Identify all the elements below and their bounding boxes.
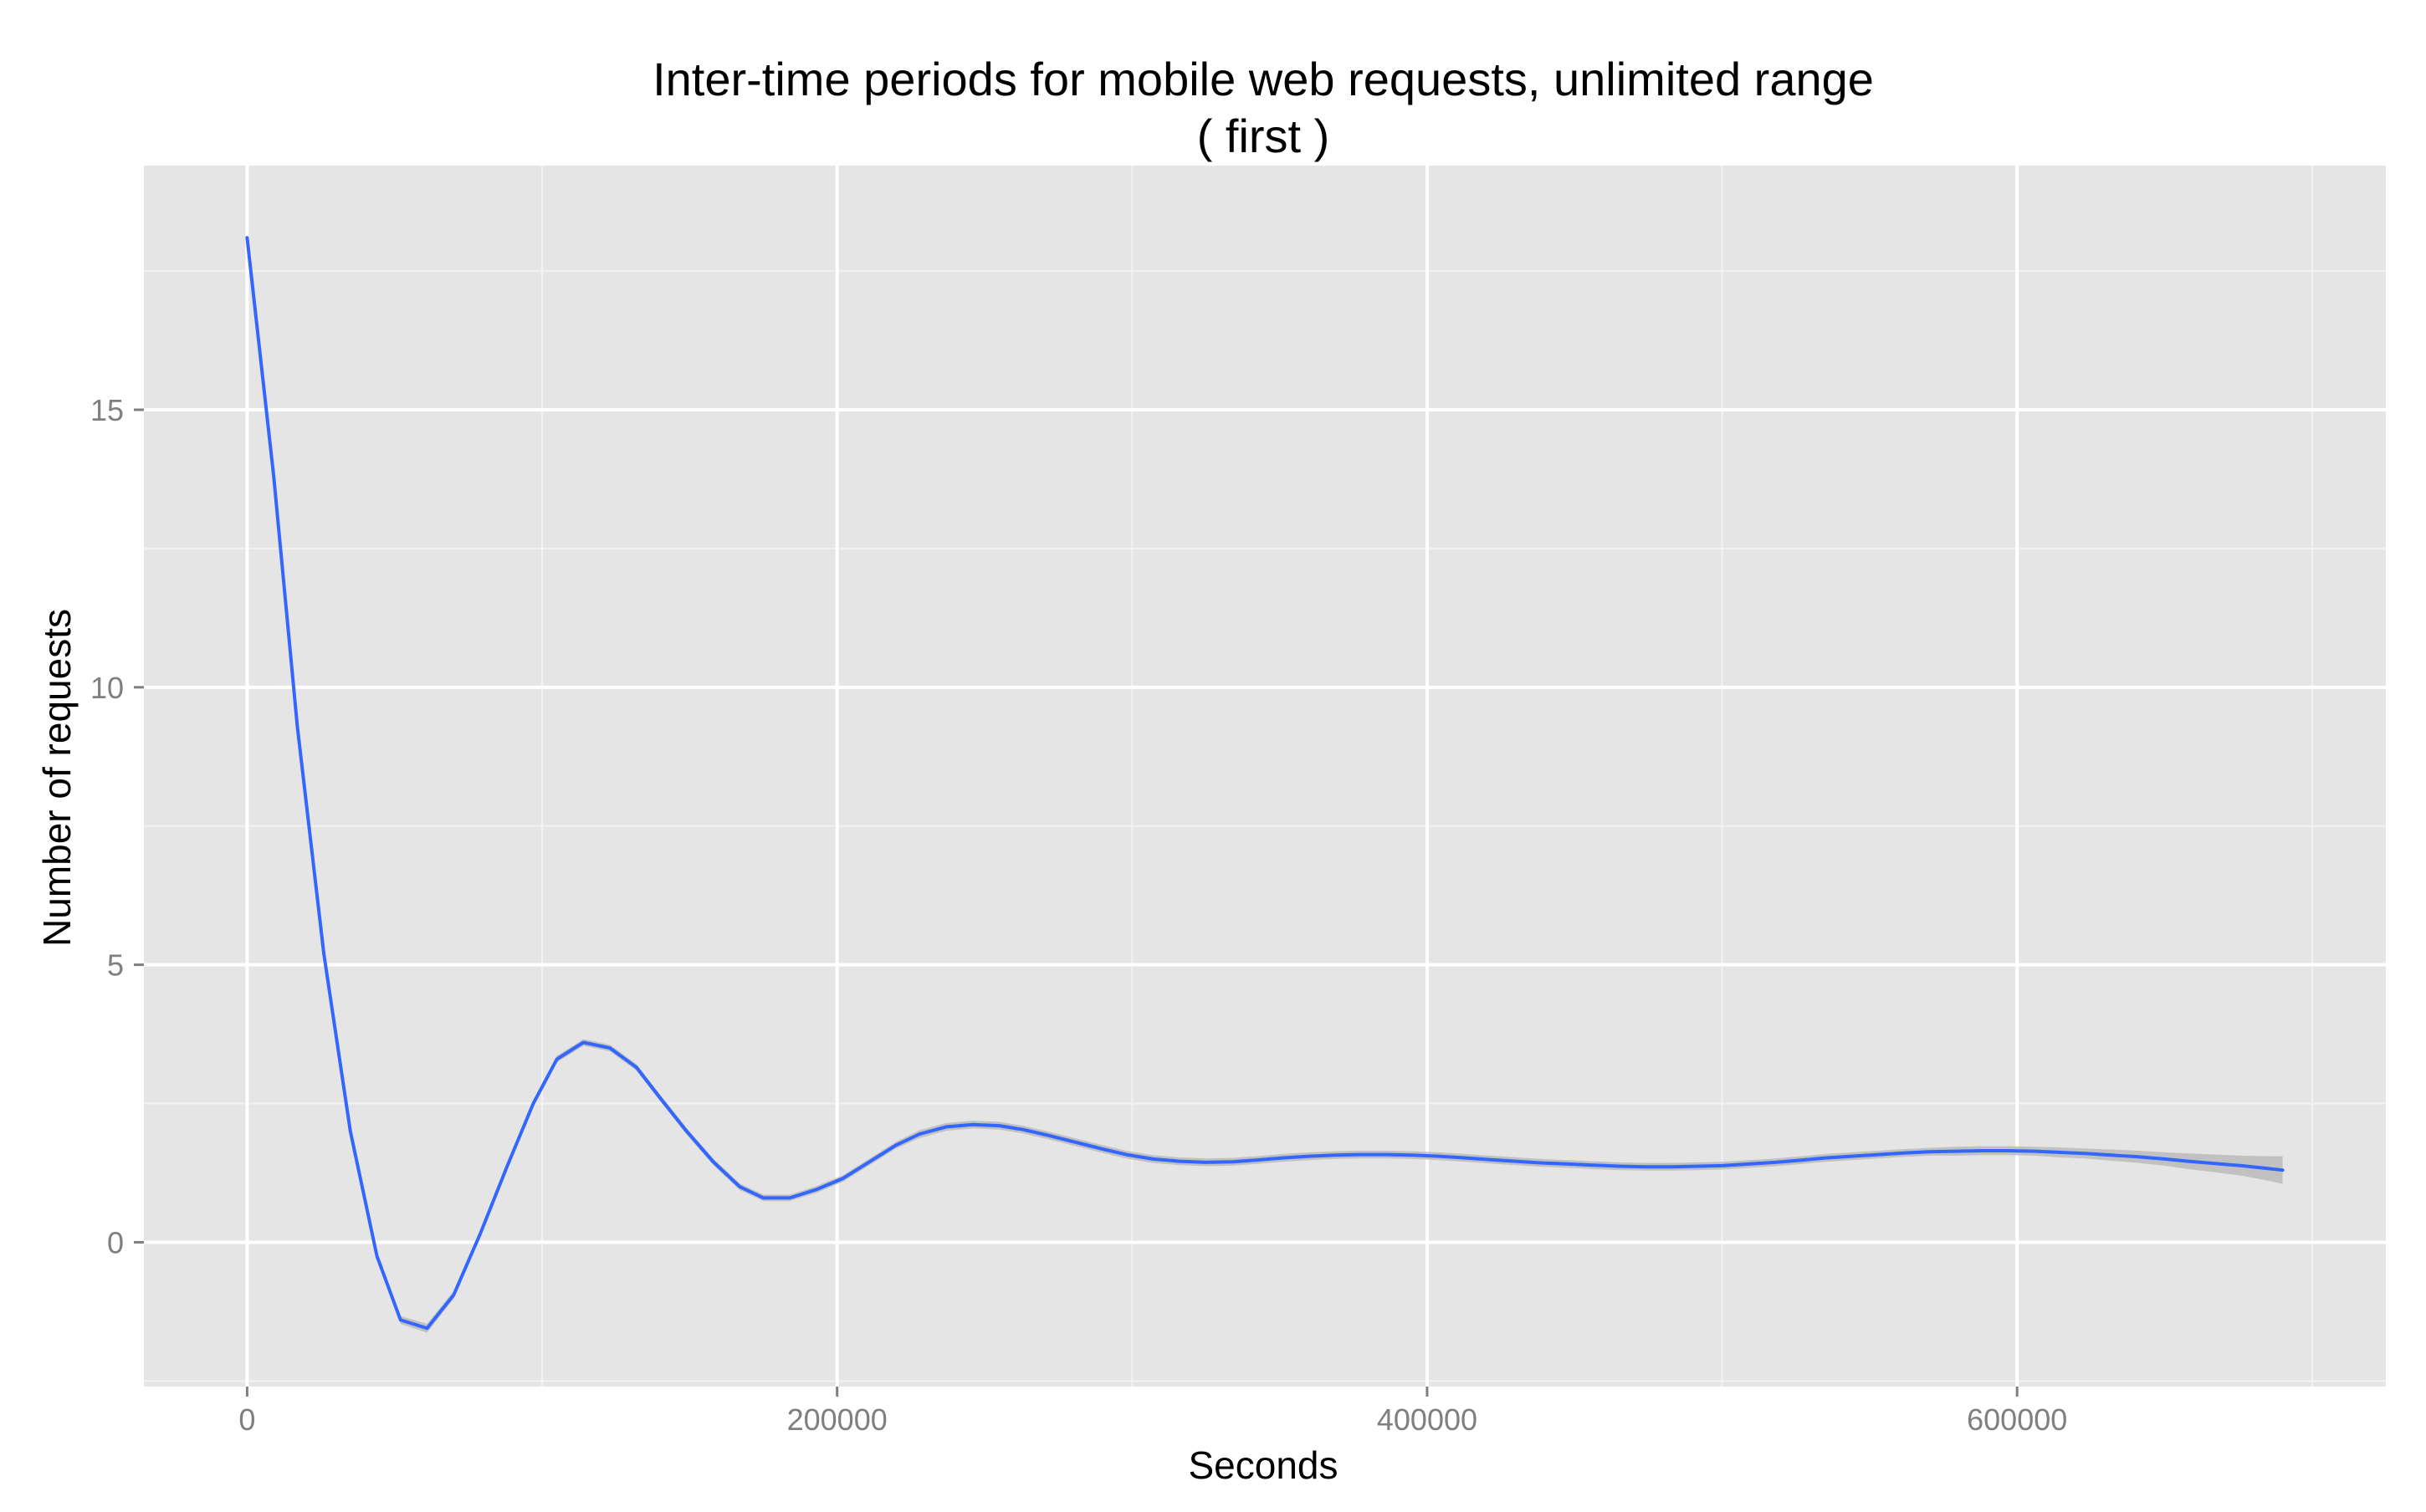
x-tick-label: 200000 xyxy=(787,1402,888,1437)
axis-ticks xyxy=(134,408,2019,1397)
x-tick-label: 600000 xyxy=(1967,1402,2067,1437)
y-tick-label: 15 xyxy=(90,393,124,427)
chart-subtitle: ( first ) xyxy=(1197,110,1330,162)
x-axis-title: Seconds xyxy=(1188,1443,1338,1487)
y-axis-title: Number of requests xyxy=(35,609,79,947)
tick-labels: 0 200000 400000 600000 0 5 10 15 xyxy=(90,393,2067,1437)
plot-panel xyxy=(144,166,2386,1387)
series-line-layer xyxy=(245,236,2285,1331)
series-line xyxy=(245,236,2285,1331)
x-tick-label: 400000 xyxy=(1377,1402,1477,1437)
grid-major xyxy=(144,166,2386,1387)
y-tick-label: 0 xyxy=(107,1225,124,1259)
grid-minor xyxy=(144,166,2386,1387)
chart-title: Inter-time periods for mobile web reques… xyxy=(653,53,1874,105)
y-tick-label: 5 xyxy=(107,948,124,983)
x-tick-label: 0 xyxy=(238,1402,255,1437)
y-tick-label: 10 xyxy=(90,671,124,705)
